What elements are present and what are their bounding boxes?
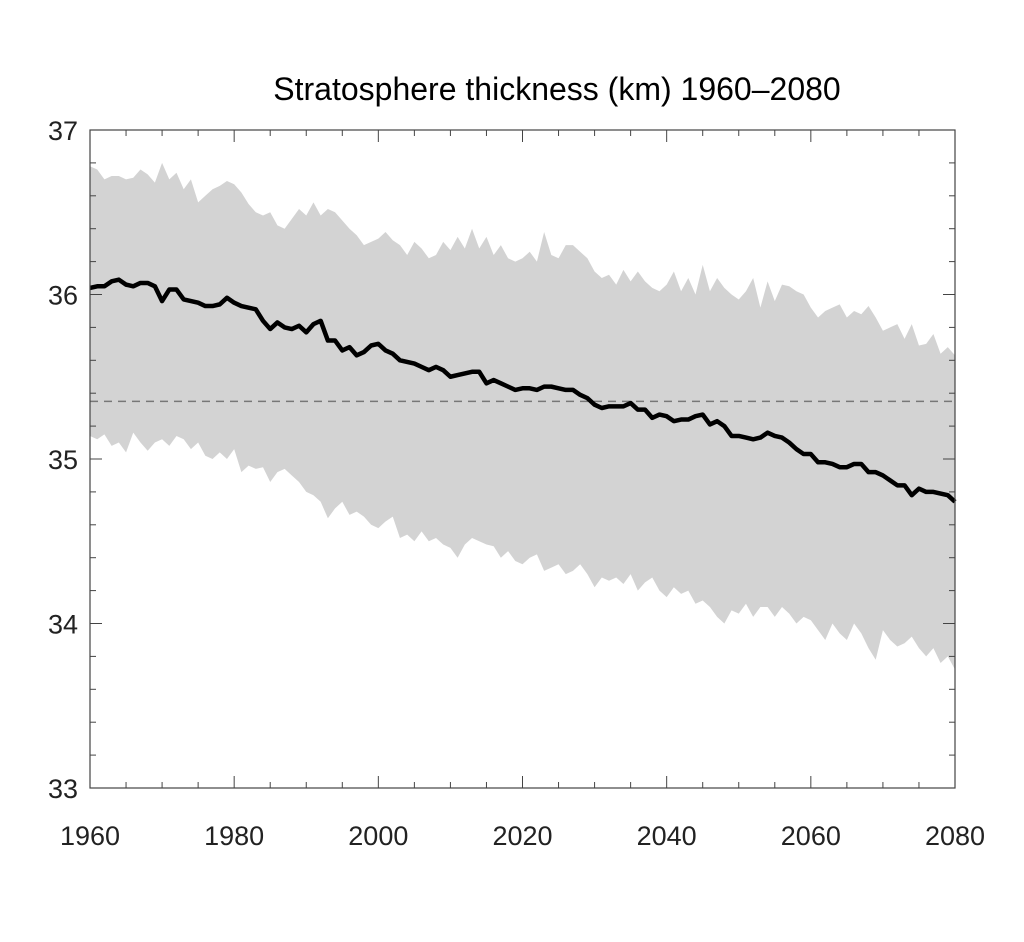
x-tick-label: 1960 bbox=[60, 821, 120, 851]
x-tick-label: 2040 bbox=[637, 821, 697, 851]
y-tick-label: 34 bbox=[48, 610, 78, 640]
y-tick-label: 36 bbox=[48, 281, 78, 311]
spread-band bbox=[90, 162, 955, 670]
plot-area bbox=[89, 129, 957, 789]
y-tick-label: 33 bbox=[48, 774, 78, 804]
axis-ticks bbox=[89, 129, 956, 789]
mean-line bbox=[89, 277, 957, 504]
y-tick-label: 37 bbox=[48, 116, 78, 146]
y-tick-label: 35 bbox=[48, 445, 78, 475]
x-tick-label: 2080 bbox=[925, 821, 985, 851]
x-tick-label: 2000 bbox=[348, 821, 408, 851]
x-tick-label: 2060 bbox=[781, 821, 841, 851]
x-axis-labels: 1960 1980 2000 2020 2040 2060 2080 bbox=[60, 821, 985, 851]
x-tick-label: 2020 bbox=[492, 821, 552, 851]
chart-title: Stratosphere thickness (km) 1960–2080 bbox=[273, 71, 840, 107]
y-axis-labels: 33 34 35 36 37 bbox=[48, 116, 78, 804]
x-tick-label: 1980 bbox=[204, 821, 264, 851]
